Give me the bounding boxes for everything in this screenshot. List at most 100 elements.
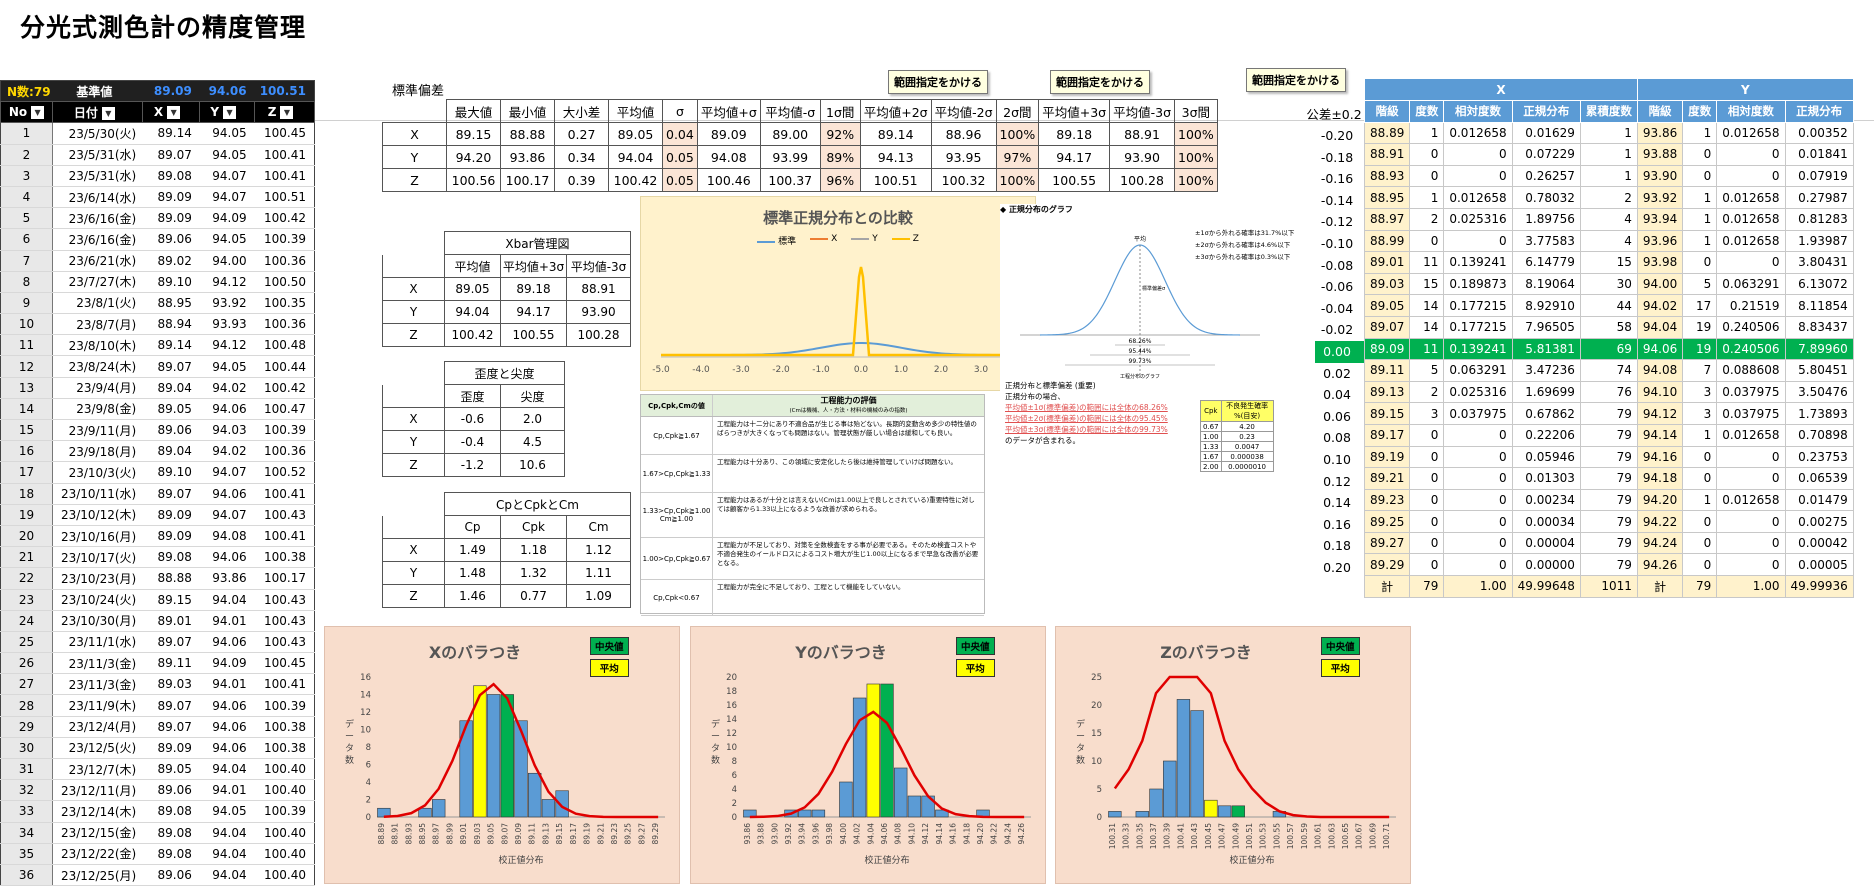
row-date[interactable]: 23/9/8(金) — [52, 398, 143, 421]
row-date[interactable]: 23/12/14(木) — [52, 800, 143, 823]
row-x[interactable]: 89.09 — [142, 737, 200, 760]
row-date[interactable]: 23/12/25(月) — [52, 864, 143, 887]
row-no[interactable]: 32 — [0, 779, 53, 802]
row-z[interactable]: 100.36 — [254, 250, 315, 272]
row-no[interactable]: 29 — [0, 716, 53, 738]
row-x[interactable]: 89.14 — [142, 122, 200, 145]
table-row[interactable]: 1 23/5/30(火) 89.14 94.05 100.45 — [0, 122, 315, 145]
table-row[interactable]: 13 23/9/4(月) 89.04 94.02 100.42 — [0, 377, 315, 399]
row-y[interactable]: 94.01 — [199, 779, 255, 802]
row-date[interactable]: 23/12/15(金) — [52, 822, 143, 844]
row-y[interactable]: 93.86 — [199, 567, 255, 590]
row-x[interactable]: 88.94 — [142, 313, 200, 336]
row-y[interactable]: 93.93 — [199, 313, 255, 336]
table-row[interactable]: 2 23/5/31(水) 89.07 94.05 100.41 — [0, 144, 315, 166]
row-no[interactable]: 5 — [0, 207, 53, 230]
table-row[interactable]: 31 23/12/7(木) 89.05 94.04 100.40 — [0, 758, 315, 781]
row-y[interactable]: 94.06 — [199, 694, 255, 717]
row-z[interactable]: 100.50 — [254, 271, 315, 293]
row-x[interactable]: 89.07 — [142, 716, 200, 738]
row-no[interactable]: 3 — [0, 165, 53, 187]
row-z[interactable]: 100.40 — [254, 864, 315, 887]
row-x[interactable]: 89.04 — [142, 377, 200, 399]
row-z[interactable]: 100.38 — [254, 737, 315, 760]
row-no[interactable]: 14 — [0, 398, 53, 421]
row-date[interactable]: 23/12/22(金) — [52, 843, 143, 865]
row-no[interactable]: 36 — [0, 864, 53, 887]
row-x[interactable]: 89.01 — [142, 610, 200, 632]
row-x[interactable]: 89.10 — [142, 271, 200, 293]
row-x[interactable]: 89.08 — [142, 546, 200, 569]
row-date[interactable]: 23/6/16(金) — [52, 228, 143, 251]
row-no[interactable]: 17 — [0, 461, 53, 484]
row-no[interactable]: 15 — [0, 419, 53, 442]
row-z[interactable]: 100.40 — [254, 822, 315, 844]
row-date[interactable]: 23/10/16(月) — [52, 525, 143, 548]
row-y[interactable]: 94.06 — [199, 546, 255, 569]
row-no[interactable]: 12 — [0, 355, 53, 378]
table-row[interactable]: 9 23/8/1(火) 88.95 93.92 100.35 — [0, 292, 315, 315]
row-x[interactable]: 89.14 — [142, 334, 200, 357]
row-y[interactable]: 94.07 — [199, 165, 255, 187]
row-z[interactable]: 100.41 — [254, 483, 315, 505]
row-x[interactable]: 89.08 — [142, 843, 200, 865]
row-z[interactable]: 100.43 — [254, 631, 315, 654]
row-z[interactable]: 100.40 — [254, 758, 315, 781]
table-row[interactable]: 32 23/12/11(月) 89.06 94.01 100.40 — [0, 779, 315, 802]
compare-chart[interactable]: 標準正規分布との比較 標準 X Y Z -5.0 -4.0 -3.0 -2.0 -1.0 0.0… — [640, 196, 1036, 391]
row-no[interactable]: 24 — [0, 610, 53, 632]
row-z[interactable]: 100.43 — [254, 610, 315, 632]
row-x[interactable]: 89.10 — [142, 461, 200, 484]
row-z[interactable]: 100.43 — [254, 504, 315, 526]
row-x[interactable]: 89.02 — [142, 250, 200, 272]
row-y[interactable]: 94.05 — [199, 355, 255, 378]
row-no[interactable]: 20 — [0, 525, 53, 548]
row-z[interactable]: 100.39 — [254, 419, 315, 442]
table-row[interactable]: 8 23/7/27(木) 89.10 94.12 100.50 — [0, 271, 315, 293]
row-z[interactable]: 100.43 — [254, 589, 315, 611]
row-y[interactable]: 94.12 — [199, 271, 255, 293]
row-z[interactable]: 100.41 — [254, 144, 315, 166]
row-no[interactable]: 35 — [0, 843, 53, 865]
table-row[interactable]: 11 23/8/10(木) 89.14 94.12 100.48 — [0, 334, 315, 357]
row-date[interactable]: 23/12/4(月) — [52, 716, 143, 738]
row-date[interactable]: 23/9/11(月) — [52, 419, 143, 442]
row-y[interactable]: 94.09 — [199, 652, 255, 675]
row-no[interactable]: 9 — [0, 292, 53, 315]
row-y[interactable]: 94.03 — [199, 419, 255, 442]
row-y[interactable]: 94.01 — [199, 610, 255, 632]
row-x[interactable]: 88.88 — [142, 567, 200, 590]
row-y[interactable]: 94.05 — [199, 228, 255, 251]
row-y[interactable]: 94.07 — [199, 461, 255, 484]
table-row[interactable]: 29 23/12/4(月) 89.07 94.06 100.38 — [0, 716, 315, 738]
table-row[interactable]: 24 23/10/30(月) 89.01 94.01 100.43 — [0, 610, 315, 632]
histogram-z[interactable]: Zのバラつき 中央値 平均 0 5 10 15 20 25 100.31 100.33 100.35 1… — [1055, 626, 1411, 884]
table-row[interactable]: 5 23/6/16(金) 89.09 94.09 100.42 — [0, 207, 315, 230]
row-y[interactable]: 93.92 — [199, 292, 255, 315]
row-no[interactable]: 22 — [0, 567, 53, 590]
table-row[interactable]: 23 23/10/24(火) 89.15 94.04 100.43 — [0, 589, 315, 611]
row-no[interactable]: 21 — [0, 546, 53, 569]
row-z[interactable]: 100.40 — [254, 843, 315, 865]
row-no[interactable]: 18 — [0, 483, 53, 505]
table-row[interactable]: 16 23/9/18(月) 89.04 94.02 100.36 — [0, 440, 315, 463]
filter-dropdown-icon[interactable]: ▼ — [31, 106, 45, 120]
filter-dropdown-icon[interactable]: ▼ — [280, 106, 294, 120]
table-row[interactable]: 12 23/8/24(木) 89.07 94.05 100.44 — [0, 355, 315, 378]
row-date[interactable]: 23/5/30(火) — [52, 122, 143, 145]
table-row[interactable]: 14 23/9/8(金) 89.05 94.06 100.47 — [0, 398, 315, 421]
row-z[interactable]: 100.41 — [254, 525, 315, 548]
row-z[interactable]: 100.40 — [254, 779, 315, 802]
table-row[interactable]: 27 23/11/3(金) 89.03 94.01 100.41 — [0, 673, 315, 696]
row-y[interactable]: 94.07 — [199, 504, 255, 526]
row-no[interactable]: 33 — [0, 800, 53, 823]
row-date[interactable]: 23/5/31(水) — [52, 165, 143, 187]
row-y[interactable]: 94.06 — [199, 737, 255, 760]
row-no[interactable]: 30 — [0, 737, 53, 760]
row-no[interactable]: 2 — [0, 144, 53, 166]
row-x[interactable]: 89.07 — [142, 483, 200, 505]
row-z[interactable]: 100.36 — [254, 313, 315, 336]
row-no[interactable]: 34 — [0, 822, 53, 844]
row-date[interactable]: 23/11/1(水) — [52, 631, 143, 654]
row-z[interactable]: 100.39 — [254, 228, 315, 251]
